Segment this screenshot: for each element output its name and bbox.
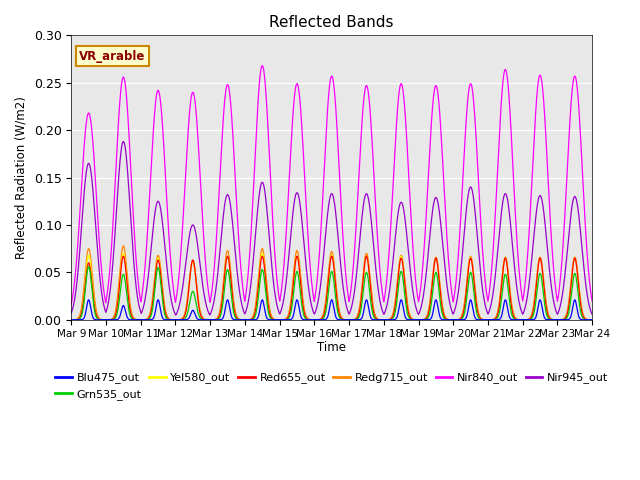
Legend: Blu475_out, Grn535_out, Yel580_out, Red655_out, Redg715_out, Nir840_out, Nir945_: Blu475_out, Grn535_out, Yel580_out, Red6… bbox=[51, 368, 612, 404]
Text: VR_arable: VR_arable bbox=[79, 49, 145, 62]
Title: Reflected Bands: Reflected Bands bbox=[269, 15, 394, 30]
X-axis label: Time: Time bbox=[317, 341, 346, 354]
Y-axis label: Reflected Radiation (W/m2): Reflected Radiation (W/m2) bbox=[15, 96, 28, 259]
